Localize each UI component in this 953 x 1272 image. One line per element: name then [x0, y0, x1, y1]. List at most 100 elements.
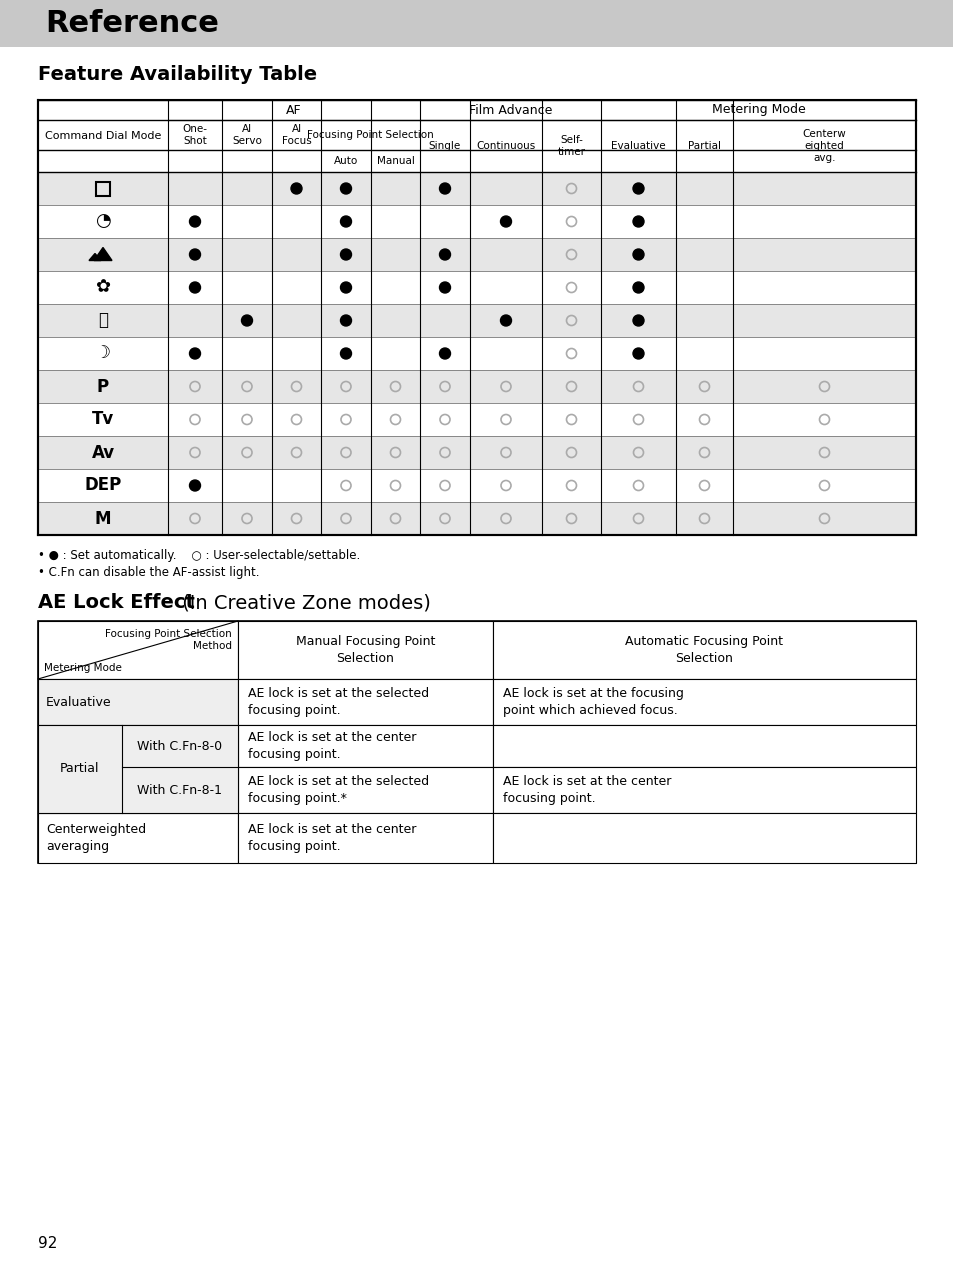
Circle shape	[241, 315, 253, 326]
Text: Focusing Point Selection: Focusing Point Selection	[307, 130, 434, 140]
Text: ☽: ☽	[95, 345, 111, 363]
Bar	[38, 100, 915, 536]
Text: AE lock is set at the selected
focusing point.: AE lock is set at the selected focusing …	[248, 687, 429, 717]
Bar	[38, 621, 237, 679]
Circle shape	[340, 183, 351, 195]
Circle shape	[500, 216, 511, 226]
Bar	[237, 725, 493, 767]
Text: AE lock is set at the focusing
point which achieved focus.: AE lock is set at the focusing point whi…	[502, 687, 683, 717]
Text: ⛹: ⛹	[98, 312, 108, 329]
Text: 92: 92	[38, 1236, 57, 1252]
Text: Partial: Partial	[687, 141, 720, 151]
Text: Centerweighted
averaging: Centerweighted averaging	[46, 823, 146, 854]
Text: • ● : Set automatically.    ○ : User-selectable/settable.: • ● : Set automatically. ○ : User-select…	[38, 550, 360, 562]
Circle shape	[439, 349, 450, 359]
Text: ✿: ✿	[95, 279, 111, 296]
Circle shape	[190, 349, 200, 359]
Circle shape	[439, 282, 450, 293]
Bar	[38, 337, 915, 370]
Bar	[38, 172, 915, 205]
Bar	[38, 205, 915, 238]
Bar	[493, 725, 915, 767]
Text: AE lock is set at the center
focusing point.: AE lock is set at the center focusing po…	[502, 775, 671, 805]
Circle shape	[500, 315, 511, 326]
Circle shape	[340, 282, 351, 293]
Text: Feature Availability Table: Feature Availability Table	[38, 65, 316, 84]
Text: AI
Servo: AI Servo	[232, 123, 262, 146]
Bar	[493, 767, 915, 813]
Text: ◔: ◔	[95, 212, 111, 230]
Text: Tv: Tv	[91, 411, 114, 429]
Bar	[38, 271, 915, 304]
Text: Metering Mode: Metering Mode	[711, 103, 804, 117]
Circle shape	[439, 249, 450, 259]
Bar	[38, 469, 915, 502]
Text: One-
Shot: One- Shot	[182, 123, 208, 146]
Bar	[38, 813, 237, 862]
Text: AF: AF	[286, 103, 301, 117]
Text: Continuous: Continuous	[476, 141, 535, 151]
Circle shape	[340, 315, 351, 326]
Text: AI
Focus: AI Focus	[281, 123, 311, 146]
Bar	[38, 502, 915, 536]
Text: (In Creative Zone modes): (In Creative Zone modes)	[175, 594, 431, 613]
Text: Automatic Focusing Point
Selection: Automatic Focusing Point Selection	[625, 636, 782, 664]
Text: Evaluative: Evaluative	[611, 141, 665, 151]
Bar	[38, 621, 915, 862]
Circle shape	[439, 183, 450, 195]
Bar	[96, 182, 110, 196]
Text: Self-
timer: Self- timer	[557, 135, 585, 158]
Bar	[237, 679, 493, 725]
Text: M: M	[94, 510, 112, 528]
Text: Evaluative: Evaluative	[46, 696, 112, 709]
Bar	[38, 436, 915, 469]
Text: With C.Fn-8-0: With C.Fn-8-0	[137, 739, 222, 753]
Bar	[237, 621, 493, 679]
Polygon shape	[94, 248, 112, 261]
Circle shape	[190, 249, 200, 259]
Circle shape	[340, 349, 351, 359]
Text: Centerw
eighted
avg.: Centerw eighted avg.	[801, 128, 845, 163]
Text: With C.Fn-8-1: With C.Fn-8-1	[137, 784, 222, 796]
Text: Partial: Partial	[60, 762, 100, 776]
Bar	[493, 813, 915, 862]
Circle shape	[190, 216, 200, 226]
Circle shape	[633, 216, 643, 226]
Text: Single: Single	[429, 141, 460, 151]
Bar	[38, 725, 237, 813]
Bar	[237, 767, 493, 813]
Text: Film Advance: Film Advance	[468, 103, 552, 117]
Text: AE lock is set at the selected
focusing point.*: AE lock is set at the selected focusing …	[248, 775, 429, 805]
Bar	[38, 403, 915, 436]
Bar	[38, 679, 237, 725]
Circle shape	[633, 183, 643, 195]
Text: DEP: DEP	[84, 477, 121, 495]
Text: P: P	[97, 378, 109, 396]
Circle shape	[633, 349, 643, 359]
Circle shape	[340, 216, 351, 226]
Circle shape	[633, 282, 643, 293]
Circle shape	[633, 249, 643, 259]
Bar	[38, 304, 915, 337]
Circle shape	[291, 183, 302, 195]
Text: Command Dial Mode: Command Dial Mode	[45, 131, 161, 141]
Polygon shape	[89, 253, 101, 261]
Text: Manual: Manual	[376, 156, 414, 167]
Text: Focusing Point Selection
    Method: Focusing Point Selection Method	[105, 628, 232, 650]
Text: Metering Mode: Metering Mode	[44, 663, 122, 673]
Text: AE lock is set at the center
focusing point.: AE lock is set at the center focusing po…	[248, 823, 416, 854]
Text: AE lock is set at the center
focusing point.: AE lock is set at the center focusing po…	[248, 731, 416, 761]
Text: Auto: Auto	[334, 156, 357, 167]
Bar	[493, 679, 915, 725]
Bar	[38, 370, 915, 403]
Circle shape	[633, 315, 643, 326]
Bar	[38, 238, 915, 271]
Bar	[237, 813, 493, 862]
Text: • C.Fn can disable the AF-assist light.: • C.Fn can disable the AF-assist light.	[38, 566, 259, 579]
Text: Manual Focusing Point
Selection: Manual Focusing Point Selection	[295, 636, 435, 664]
Text: Av: Av	[91, 444, 114, 462]
Text: Reference: Reference	[45, 9, 218, 38]
Text: AE Lock Effect: AE Lock Effect	[38, 594, 194, 613]
Circle shape	[190, 282, 200, 293]
Circle shape	[340, 249, 351, 259]
